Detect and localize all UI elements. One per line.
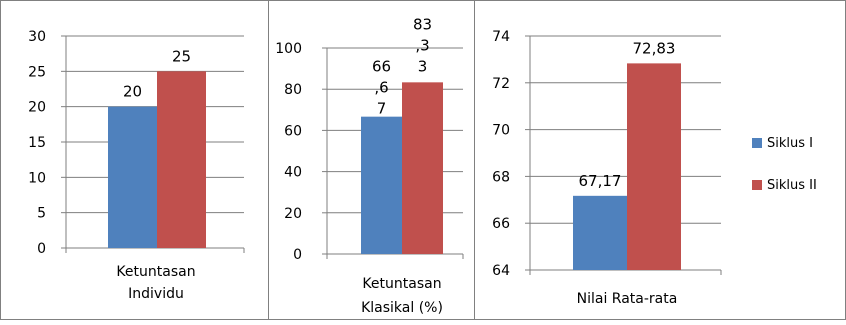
data-label: 3	[418, 57, 428, 75]
bar-siklus-ii	[157, 71, 206, 248]
data-label: 25	[172, 47, 191, 65]
chart-panel-2: 0 20 40 60 80 100 66 ,6 7 83 ,3 3 Ketuntasan Klasikal…	[275, 15, 464, 316]
y-tick-label: 80	[284, 82, 302, 98]
y-tick-label: 10	[28, 170, 46, 186]
bar-siklus-i	[108, 106, 157, 249]
category-label: Individu	[128, 286, 184, 302]
y-tick-label: 70	[492, 123, 510, 139]
category-label: Ketuntasan	[116, 264, 195, 280]
y-tick-label: 60	[284, 123, 302, 139]
category-label: Ketuntasan	[362, 276, 441, 292]
legend-swatch-siklus-ii	[752, 180, 762, 190]
legend-label: Siklus II	[767, 178, 817, 193]
legend-swatch-siklus-i	[752, 138, 762, 148]
y-tick-label: 20	[284, 206, 302, 222]
y-tick-label: 72	[492, 76, 510, 92]
bar-siklus-ii	[627, 63, 681, 271]
y-tick-label: 5	[37, 206, 46, 222]
data-label: 66	[372, 58, 391, 76]
bar-siklus-i	[573, 195, 627, 270]
data-label: 20	[123, 83, 142, 101]
chart-panel-1: 0 5 10 15 20 25 30 20 25 Ketuntasan Individu	[28, 29, 245, 302]
y-tick-label: 0	[37, 241, 46, 257]
legend-label: Siklus I	[767, 136, 813, 151]
y-tick-label: 68	[492, 169, 510, 185]
bar-siklus-ii	[402, 82, 443, 254]
chart-panels: 0 5 10 15 20 25 30 20 25 Ketuntasan Individu 0 20 40 6…	[28, 15, 722, 316]
y-tick-label: 0	[293, 247, 302, 263]
category-label: Nilai Rata-rata	[577, 291, 678, 307]
y-tick-label: 25	[28, 64, 46, 80]
data-label: 83	[413, 15, 432, 33]
data-label: 67,17	[579, 172, 622, 190]
category-label: Klasikal (%)	[361, 300, 443, 316]
data-label: 72,83	[633, 39, 676, 57]
data-label: ,6	[374, 79, 388, 97]
y-tick-label: 66	[492, 216, 510, 232]
y-tick-label: 64	[492, 263, 510, 279]
data-label: ,3	[415, 36, 429, 54]
y-tick-label: 100	[275, 41, 302, 57]
bar-siklus-i	[361, 116, 402, 255]
legend: Siklus I Siklus II	[752, 136, 817, 193]
y-tick-label: 30	[28, 29, 46, 45]
y-tick-label: 74	[492, 29, 510, 45]
y-tick-label: 40	[284, 165, 302, 181]
y-tick-label: 20	[28, 100, 46, 116]
chart-panel-3: 64 66 68 70 72 74 67,17 72,83 Nilai Rata-rata	[492, 29, 722, 307]
data-label: 7	[377, 100, 387, 118]
y-tick-label: 15	[28, 135, 46, 151]
